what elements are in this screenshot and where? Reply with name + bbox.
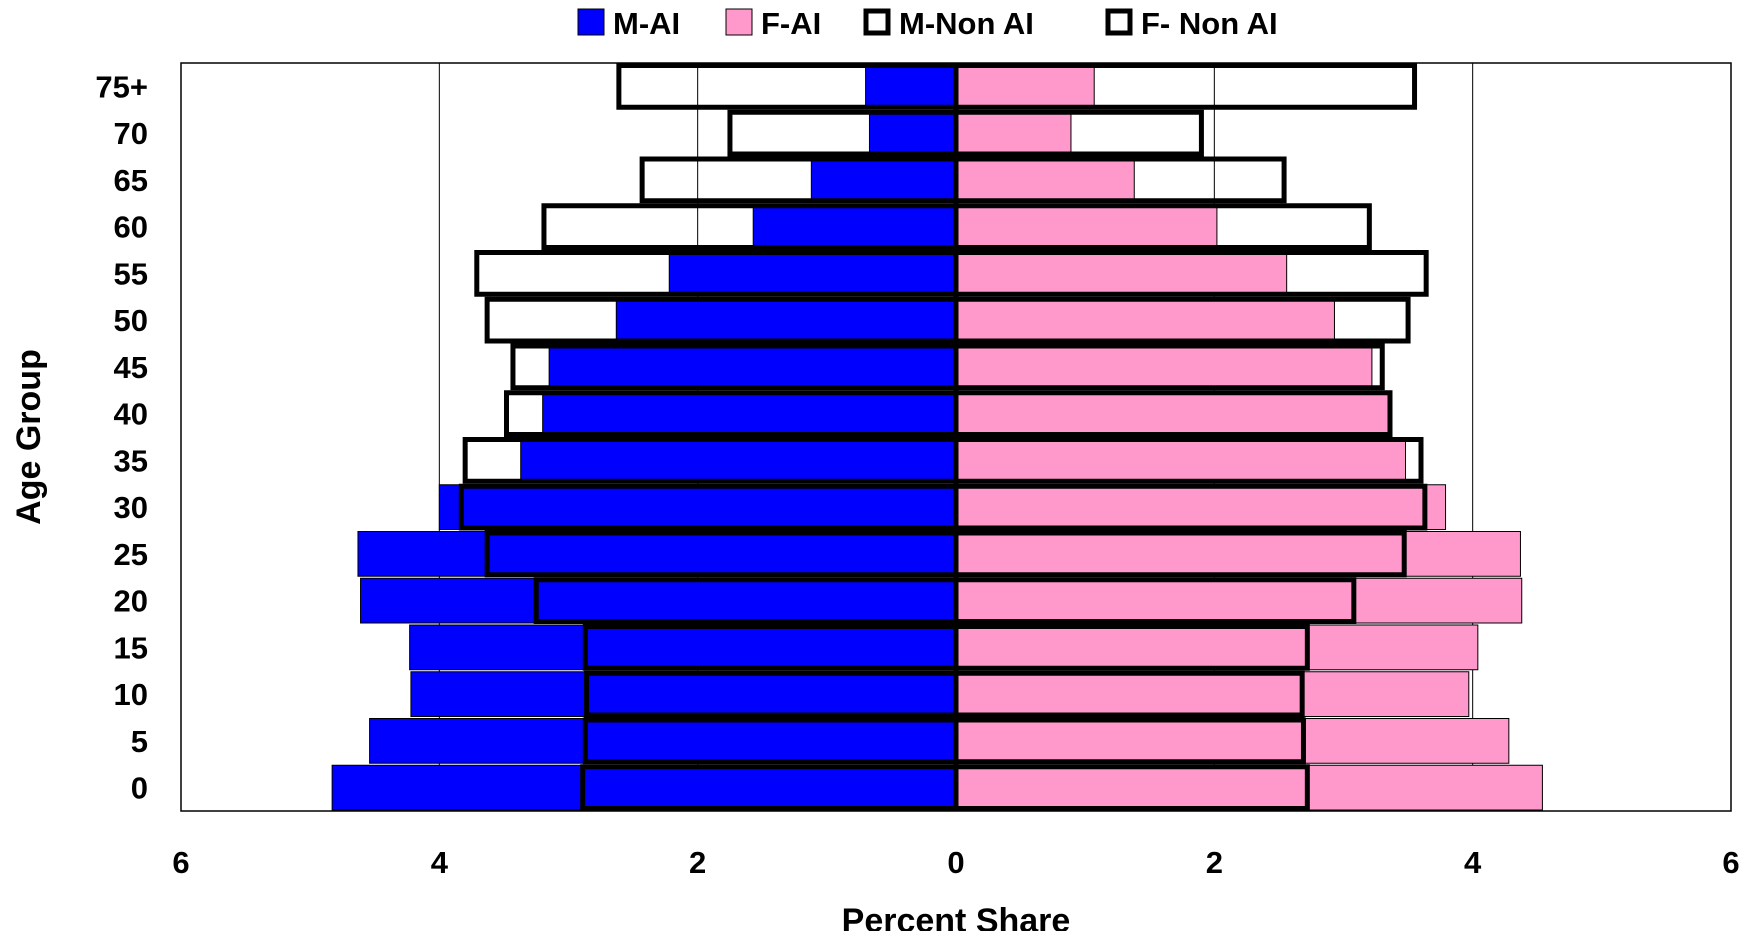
- y-tick-labels: 0 5 10 15 20 25 30 35 40 45 50 55 60 65 70 75+: [95, 69, 148, 805]
- bar-m-ai-55: [668, 250, 957, 297]
- y-tick-label-4: 20: [114, 584, 148, 619]
- bar-m-ai-70: [868, 110, 957, 156]
- legend-label-0: M-AI: [613, 6, 680, 41]
- legend-swatch-2: [863, 8, 891, 36]
- x-tick-label-4: 2: [1206, 845, 1223, 880]
- legend-swatch-3: [1105, 8, 1133, 36]
- y-tick-label-9: 45: [114, 350, 148, 385]
- bar-f-ai-25: [955, 531, 1521, 577]
- bar-f-ai-40: [955, 390, 1391, 437]
- x-tick-label-2: 2: [689, 845, 706, 880]
- bar-f-ai-65: [955, 157, 1135, 203]
- y-tick-label-3: 15: [114, 630, 148, 665]
- y-tick-label-13: 65: [114, 163, 148, 198]
- legend-swatch-0: [577, 8, 605, 36]
- x-tick-label-0: 6: [172, 845, 189, 880]
- y-tick-label-14: 70: [114, 116, 148, 151]
- legend: M-AI F-AI M-Non AI F- Non AI: [577, 6, 1278, 41]
- x-tick-label-5: 4: [1464, 845, 1482, 880]
- x-tick-label-3: 0: [947, 845, 964, 880]
- bar-m-ai-40: [542, 390, 957, 437]
- bar-f-ai-60: [955, 203, 1218, 250]
- bar-m-ai-15: [409, 624, 957, 671]
- y-tick-label-8: 40: [114, 397, 148, 432]
- y-tick-label-5: 25: [114, 537, 148, 572]
- bar-m-ai-45: [548, 344, 957, 390]
- bar-m-ai-65: [810, 157, 957, 203]
- y-tick-label-0: 0: [131, 771, 148, 806]
- bar-f-ai-30: [955, 484, 1447, 530]
- bar-m-ai-75plus: [865, 63, 957, 110]
- y-tick-label-1: 5: [131, 724, 148, 759]
- legend-label-2: M-Non AI: [899, 6, 1034, 41]
- bar-m-ai-30: [438, 484, 957, 530]
- legend-label-3: F- Non AI: [1141, 6, 1278, 41]
- y-tick-label-2: 10: [114, 677, 148, 712]
- bar-f-ai-55: [955, 250, 1288, 297]
- bar-m-ai-35: [520, 437, 957, 484]
- bar-f-ai-10: [955, 671, 1470, 717]
- bar-m-ai-0: [331, 764, 957, 811]
- bar-m-ai-60: [752, 203, 957, 250]
- x-tick-labels: 6 4 2 0 2 4 6: [172, 845, 1739, 880]
- y-tick-label-12: 60: [114, 210, 148, 245]
- bar-m-ai-50: [615, 297, 957, 343]
- x-axis-label: Percent Share: [842, 902, 1071, 931]
- x-tick-label-1: 4: [431, 845, 449, 880]
- bar-m-ai-10: [410, 671, 957, 717]
- bar-f-ai-20: [955, 577, 1523, 624]
- y-tick-label-11: 55: [114, 256, 148, 291]
- y-tick-label-6: 30: [114, 490, 148, 525]
- bar-f-ai-35: [955, 437, 1406, 484]
- bar-f-ai-75plus: [955, 63, 1095, 110]
- y-tick-label-7: 35: [114, 443, 148, 478]
- bar-f-ai-70: [955, 110, 1072, 156]
- bar-m-ai-5: [369, 718, 957, 764]
- bar-f-ai-50: [955, 297, 1335, 343]
- bar-f-ai-15: [955, 624, 1479, 671]
- bar-m-ai-20: [360, 577, 957, 624]
- bar-f-ai-45: [955, 344, 1373, 390]
- y-tick-label-15: 75+: [95, 69, 148, 104]
- bar-f-ai-0: [955, 764, 1543, 811]
- legend-label-1: F-AI: [761, 6, 821, 41]
- legend-swatch-1: [725, 8, 753, 36]
- y-axis-label: Age Group: [10, 349, 48, 525]
- bar-f-ai-5: [955, 718, 1510, 764]
- bar-m-ai-25: [357, 531, 957, 577]
- x-tick-label-6: 6: [1722, 845, 1739, 880]
- y-tick-label-10: 50: [114, 303, 148, 338]
